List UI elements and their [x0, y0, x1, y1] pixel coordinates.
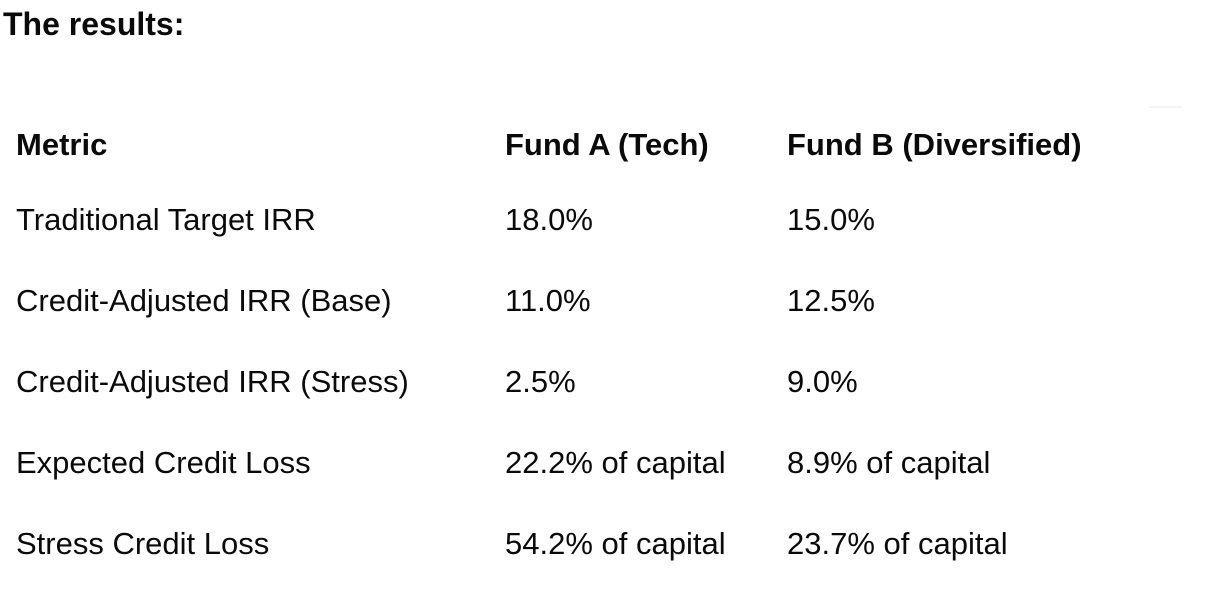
cell-fund-a: 22.2% of capital: [505, 445, 726, 480]
table-row: Expected Credit Loss 22.2% of capital 8.…: [16, 444, 1197, 525]
cell-fund-a: 2.5%: [505, 364, 576, 399]
cell-fund-b: 9.0%: [787, 364, 858, 399]
cell-fund-a: 54.2% of capital: [505, 526, 726, 561]
faint-divider: [1149, 106, 1182, 108]
table-row: Traditional Target IRR 18.0% 15.0%: [16, 201, 1197, 282]
column-header-metric: Metric: [16, 127, 108, 162]
cell-fund-b: 12.5%: [787, 283, 875, 318]
cell-fund-b: 15.0%: [787, 202, 875, 237]
column-header-fund-b: Fund B (Diversified): [787, 127, 1082, 162]
cell-fund-b: 23.7% of capital: [787, 526, 1008, 561]
table-row: Credit-Adjusted IRR (Base) 11.0% 12.5%: [16, 282, 1197, 363]
cell-metric: Credit-Adjusted IRR (Stress): [16, 364, 409, 399]
cell-metric: Expected Credit Loss: [16, 445, 311, 480]
cell-metric: Stress Credit Loss: [16, 526, 270, 561]
cell-fund-a: 11.0%: [505, 283, 591, 318]
cell-metric: Traditional Target IRR: [16, 202, 316, 237]
results-table: Metric Fund A (Tech) Fund B (Diversified…: [16, 126, 1197, 598]
table-header-row: Metric Fund A (Tech) Fund B (Diversified…: [16, 126, 1197, 201]
cell-fund-b: 8.9% of capital: [787, 445, 991, 480]
table-row: Stress Credit Loss 54.2% of capital 23.7…: [16, 525, 1197, 598]
cell-fund-a: 18.0%: [505, 202, 593, 237]
column-header-fund-a: Fund A (Tech): [505, 127, 709, 162]
results-heading: The results:: [3, 6, 185, 42]
table-row: Credit-Adjusted IRR (Stress) 2.5% 9.0%: [16, 363, 1197, 444]
cell-metric: Credit-Adjusted IRR (Base): [16, 283, 392, 318]
